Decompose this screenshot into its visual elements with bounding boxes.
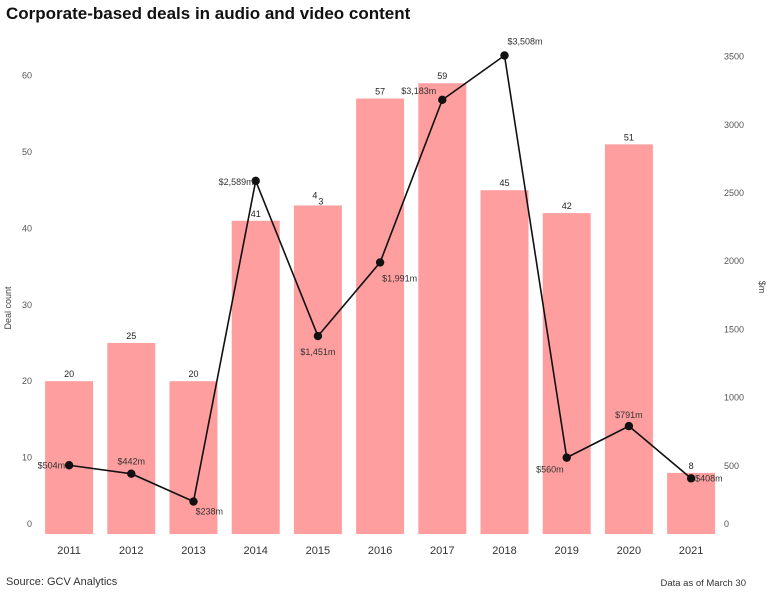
right-axis: 0 500 1000 1500 2000 2500 3000 3500 — [724, 52, 744, 529]
line-label-2016: $1,991m — [382, 273, 417, 283]
line-label-2011: $504m — [38, 460, 66, 470]
x-axis: 2011 2012 2013 2014 2015 2016 2017 2018 2019 2020… — [57, 545, 703, 557]
bar-label-2018: 45 — [499, 178, 509, 188]
x-tick-2016: 2016 — [368, 545, 392, 557]
x-tick-2011: 2011 — [57, 545, 81, 557]
x-tick-2013: 2013 — [181, 545, 205, 557]
bar-2012 — [107, 343, 156, 534]
line-label-2013: $238m — [196, 507, 224, 517]
data-date-note: Data as of March 30 — [660, 578, 746, 589]
bar-2020 — [604, 144, 653, 535]
bar-2017 — [418, 83, 467, 535]
x-tick-2017: 2017 — [430, 545, 454, 557]
line-point-2020 — [624, 421, 634, 431]
line-label-2015: $1,451m — [300, 347, 335, 357]
y-right-tick-1000: 1000 — [724, 393, 744, 403]
y-right-tick-2500: 2500 — [724, 188, 744, 198]
line-point-2011 — [64, 461, 74, 470]
bar-2016 — [356, 98, 405, 535]
x-tick-2015: 2015 — [306, 545, 330, 557]
y-left-tick-30: 30 — [22, 300, 32, 310]
bar-series — [45, 83, 716, 535]
y-left-tick-50: 50 — [22, 147, 32, 157]
line-label-2017: $3,183m — [401, 86, 436, 96]
y-right-tick-3500: 3500 — [724, 52, 744, 62]
y-axis-right-label: $m — [757, 281, 767, 294]
bar-label-2011: 20 — [64, 369, 74, 379]
bar-label-part: 3 — [318, 196, 323, 206]
x-tick-2019: 2019 — [554, 545, 578, 557]
line-point-2019 — [562, 453, 571, 462]
bar-label-2013: 20 — [188, 369, 198, 379]
x-tick-2014: 2014 — [243, 545, 267, 557]
bar-label-2014: 41 — [251, 209, 261, 219]
bar-label-2019: 42 — [562, 201, 572, 211]
bar-2011 — [45, 381, 94, 534]
line-label-2018: $3,508m — [508, 37, 543, 47]
bar-2014 — [231, 220, 280, 534]
y-right-tick-0: 0 — [724, 519, 729, 529]
line-label-2012: $442m — [118, 457, 146, 467]
line-labels: $504m $442m $238m $2,589m $1,451m $1,991m $3,1… — [38, 37, 723, 517]
x-tick-2021: 2021 — [679, 545, 703, 557]
bar-label-2017: 59 — [437, 71, 447, 81]
y-left-tick-0: 0 — [27, 519, 32, 529]
left-axis: 0 10 20 30 40 50 60 — [22, 71, 32, 529]
source-note: Source: GCV Analytics — [6, 576, 118, 588]
bar-label-2020: 51 — [624, 132, 634, 142]
bar-labels: 20 25 20 41 43 57 59 45 42 51 8 — [64, 71, 694, 471]
line-point-2015 — [313, 331, 323, 341]
y-left-tick-40: 40 — [22, 223, 32, 233]
line-label-2021: $408m — [695, 473, 723, 483]
line-label-2019: $560m — [536, 465, 564, 475]
line-point-2018 — [500, 51, 509, 60]
bar-2019 — [542, 213, 591, 534]
y-left-tick-20: 20 — [22, 376, 32, 386]
line-point-2014 — [251, 176, 260, 186]
bar-2015 — [293, 205, 342, 535]
bar-2013 — [169, 381, 218, 534]
x-tick-2018: 2018 — [492, 545, 516, 557]
x-tick-2012: 2012 — [119, 545, 143, 557]
x-tick-2020: 2020 — [617, 545, 641, 557]
line-label-2014: $2,589m — [219, 177, 254, 187]
chart-title: Corporate-based deals in audio and video… — [6, 4, 411, 23]
line-point-2017 — [438, 95, 447, 105]
line-point-2013 — [189, 497, 198, 506]
y-axis-left-label: Deal count — [3, 286, 13, 330]
y-right-tick-2000: 2000 — [724, 256, 744, 266]
bar-label-2021: 8 — [689, 461, 694, 471]
y-right-tick-500: 500 — [724, 461, 739, 471]
line-label-2020: $791m — [615, 410, 643, 420]
bar-label-2012: 25 — [126, 331, 136, 341]
y-left-tick-10: 10 — [22, 453, 32, 463]
bar-label-part: 4 — [312, 190, 317, 200]
y-right-tick-1500: 1500 — [724, 324, 744, 334]
bar-2018 — [480, 190, 529, 534]
line-point-2016 — [375, 258, 385, 267]
y-right-tick-3000: 3000 — [724, 120, 744, 130]
line-series — [64, 51, 696, 506]
line-point-2021 — [686, 474, 696, 483]
bar-label-2016: 57 — [375, 87, 385, 97]
bar-2021 — [667, 472, 716, 534]
line-point-2012 — [127, 469, 136, 478]
bar-label-2015: 43 — [312, 190, 323, 206]
y-left-tick-60: 60 — [22, 71, 32, 81]
